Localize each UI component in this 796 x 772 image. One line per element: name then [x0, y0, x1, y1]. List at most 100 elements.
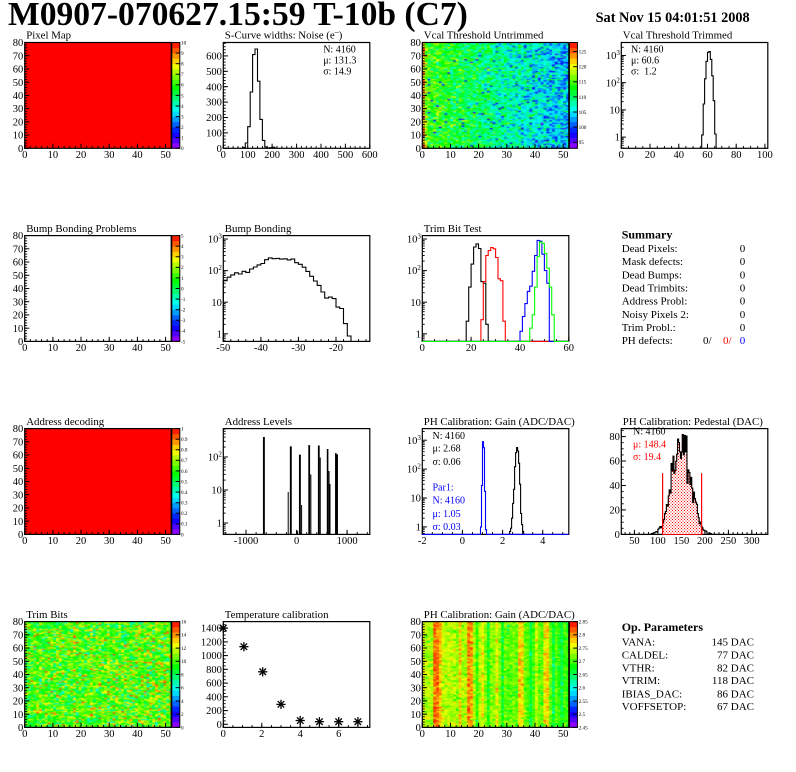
svg-text:500: 500 — [206, 67, 222, 78]
svg-text:70: 70 — [410, 630, 421, 641]
svg-text:0/: 0/ — [723, 335, 733, 347]
svg-text:0: 0 — [420, 343, 425, 354]
svg-text:95: 95 — [579, 140, 585, 146]
svg-text:0.5: 0.5 — [181, 479, 188, 485]
svg-text:0: 0 — [217, 720, 222, 731]
svg-text:60: 60 — [13, 258, 24, 269]
svg-text:0.2: 0.2 — [181, 511, 188, 517]
svg-text:Sat Nov 15 04:01:51 2008: Sat Nov 15 04:01:51 2008 — [596, 10, 750, 26]
svg-text:0: 0 — [18, 144, 23, 155]
svg-text:40: 40 — [132, 536, 143, 547]
svg-text:40: 40 — [410, 670, 421, 681]
svg-text:12: 12 — [181, 646, 187, 652]
svg-text:60: 60 — [410, 644, 421, 655]
svg-text:10: 10 — [211, 298, 222, 309]
svg-text:145 DAC: 145 DAC — [712, 637, 754, 649]
svg-text:0: 0 — [740, 309, 746, 321]
svg-text:2.65: 2.65 — [579, 672, 588, 678]
svg-text:Op. Parameters: Op. Parameters — [622, 620, 704, 634]
svg-text:2: 2 — [181, 125, 184, 131]
svg-text:400: 400 — [313, 150, 329, 161]
svg-text:30: 30 — [13, 490, 24, 501]
svg-text:Trim Probl.:: Trim Probl.: — [622, 322, 676, 334]
svg-text:0: 0 — [18, 337, 23, 348]
svg-text:2.55: 2.55 — [579, 699, 588, 705]
svg-text:30: 30 — [13, 104, 24, 115]
svg-text:0: 0 — [416, 723, 421, 734]
svg-text:PH defects:: PH defects: — [622, 335, 673, 347]
svg-text:2.75: 2.75 — [579, 646, 588, 652]
svg-text:0: 0 — [181, 286, 184, 292]
svg-text:125: 125 — [579, 50, 587, 56]
svg-text:4: 4 — [540, 536, 546, 547]
svg-text:70: 70 — [13, 630, 24, 641]
svg-text:PH Calibration: Gain (ADC/DAC): PH Calibration: Gain (ADC/DAC) — [424, 416, 575, 428]
svg-text:2: 2 — [500, 536, 505, 547]
svg-text:0.1: 0.1 — [181, 522, 188, 528]
svg-text:M0907-070627.15:59 T-10b (C7): M0907-070627.15:59 T-10b (C7) — [8, 0, 468, 33]
svg-text:3: 3 — [181, 255, 184, 261]
svg-text:4: 4 — [181, 699, 184, 705]
svg-text:μ: 2.68: μ: 2.68 — [433, 444, 461, 455]
svg-text:1: 1 — [181, 427, 184, 433]
svg-text:40: 40 — [132, 150, 143, 161]
svg-text:100: 100 — [579, 125, 587, 131]
svg-text:30: 30 — [13, 683, 24, 694]
svg-text:0/: 0/ — [703, 335, 713, 347]
svg-text:200: 200 — [206, 706, 222, 717]
svg-text:0: 0 — [217, 144, 222, 155]
svg-text:60: 60 — [13, 451, 24, 462]
svg-text:5: 5 — [181, 234, 184, 240]
svg-text:70: 70 — [13, 437, 24, 448]
svg-text:100: 100 — [650, 536, 666, 547]
svg-text:0: 0 — [181, 725, 184, 731]
svg-text:1: 1 — [615, 133, 620, 144]
svg-text:20: 20 — [13, 311, 24, 322]
svg-text:40: 40 — [13, 670, 24, 681]
svg-text:-30: -30 — [291, 343, 305, 354]
svg-text:30: 30 — [410, 104, 421, 115]
svg-text:μ: 148.4: μ: 148.4 — [633, 439, 666, 450]
svg-text:40: 40 — [609, 481, 620, 492]
svg-text:20: 20 — [466, 343, 477, 354]
svg-text:1000: 1000 — [337, 536, 358, 547]
svg-text:200: 200 — [206, 113, 222, 124]
svg-text:50: 50 — [629, 536, 640, 547]
svg-text:80: 80 — [13, 231, 24, 242]
svg-text:30: 30 — [13, 297, 24, 308]
svg-text:20: 20 — [410, 118, 421, 129]
svg-text:Vcal Threshold Trimmed: Vcal Threshold Trimmed — [623, 30, 733, 42]
svg-text:50: 50 — [13, 78, 24, 89]
svg-text:6: 6 — [336, 729, 341, 740]
svg-text:80: 80 — [13, 38, 24, 49]
svg-text:σ: 14.9: σ: 14.9 — [323, 67, 351, 78]
svg-text:Bump Bonding Problems: Bump Bonding Problems — [26, 223, 136, 235]
svg-text:20: 20 — [13, 697, 24, 708]
svg-text:10: 10 — [181, 40, 187, 46]
svg-text:Dead Pixels:: Dead Pixels: — [622, 243, 678, 255]
svg-text:150: 150 — [674, 536, 690, 547]
svg-text:20: 20 — [76, 536, 87, 547]
svg-text:0: 0 — [740, 296, 746, 308]
svg-text:-1000: -1000 — [234, 536, 259, 547]
svg-text:Address Probl:: Address Probl: — [622, 296, 688, 308]
svg-text:20: 20 — [13, 504, 24, 515]
svg-text:0.7: 0.7 — [181, 458, 188, 464]
svg-text:-20: -20 — [329, 343, 343, 354]
svg-text:50: 50 — [410, 657, 421, 668]
svg-text:30: 30 — [104, 729, 115, 740]
svg-text:Trim Bit Test: Trim Bit Test — [424, 223, 482, 235]
svg-text:0: 0 — [181, 532, 184, 538]
svg-text:80: 80 — [13, 617, 24, 628]
svg-text:5: 5 — [181, 93, 184, 99]
svg-text:200: 200 — [697, 536, 713, 547]
svg-text:60: 60 — [13, 644, 24, 655]
svg-text:70: 70 — [410, 51, 421, 62]
svg-text:N: 4160: N: 4160 — [323, 44, 356, 55]
svg-text:σ: 0.03: σ: 0.03 — [433, 522, 461, 533]
svg-text:0.3: 0.3 — [181, 501, 188, 507]
svg-text:10: 10 — [13, 710, 24, 721]
svg-text:50: 50 — [558, 150, 569, 161]
svg-text:0: 0 — [22, 729, 27, 740]
svg-text:77 DAC: 77 DAC — [717, 649, 754, 661]
